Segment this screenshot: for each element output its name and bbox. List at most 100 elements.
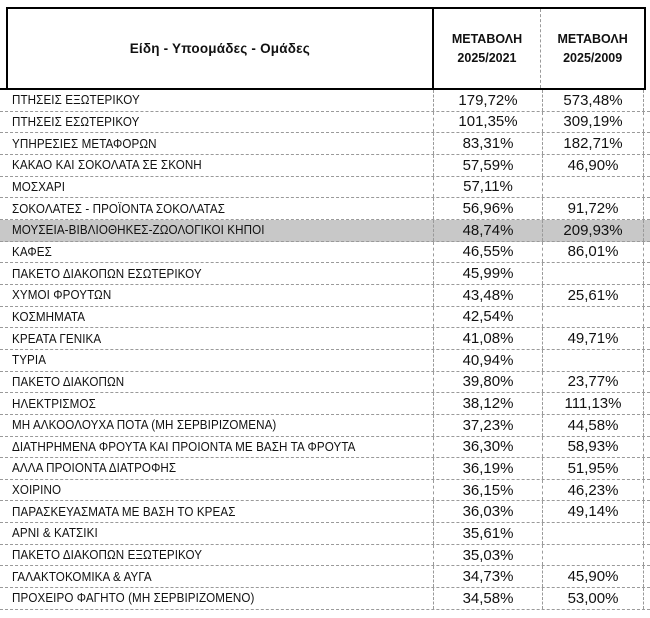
item-name-cell[interactable]: ΣΟΚΟΛΑΤΕΣ - ΠΡΟΪΟΝΤΑ ΣΟΚΟΛΑΤΑΣ — [0, 198, 433, 219]
change-2025-2009-cell[interactable]: 91,72% — [542, 198, 644, 219]
change-2025-2009-cell[interactable]: 51,95% — [542, 458, 644, 479]
table-row[interactable]: ΚΟΣΜΗΜΑΤΑ 42,54% — [0, 306, 650, 329]
change-2025-2009-cell[interactable] — [542, 523, 644, 544]
change-2025-2009-cell[interactable]: 49,14% — [542, 501, 644, 523]
table-row[interactable]: ΤΥΡΙΑ 40,94% — [0, 349, 650, 372]
change-2025-2021-cell[interactable]: 36,15% — [433, 479, 542, 501]
change-2025-2009-cell[interactable] — [542, 349, 644, 371]
change-2025-2021-cell[interactable]: 38,12% — [433, 393, 542, 414]
change-2025-2021-cell[interactable]: 179,72% — [433, 90, 542, 111]
change-2025-2009-cell[interactable] — [542, 176, 644, 198]
change-2025-2021-cell[interactable]: 57,59% — [433, 154, 542, 176]
change-2025-2009-cell[interactable]: 111,13% — [542, 393, 644, 414]
item-name-cell[interactable]: ΠΤΗΣΕΙΣ ΕΞΩΤΕΡΙΚΟΥ — [0, 90, 433, 111]
table-row[interactable]: ΠΡΟΧΕΙΡΟ ΦΑΓΗΤΟ (ΜΗ ΣΕΡΒΙΡΙΖΟΜΕΝΟ) 34,58%… — [0, 588, 650, 610]
table-row[interactable]: ΜΟΥΣΕΙΑ-ΒΙΒΛΙΟΘΗΚΕΣ-ΖΩΟΛΟΓΙΚΟΙ ΚΗΠΟΙ 48,7… — [0, 219, 650, 242]
change-2025-2021-cell[interactable]: 48,74% — [433, 219, 542, 241]
table-row[interactable]: ΚΡΕΑΤΑ ΓΕΝΙΚΑ 41,08% 49,71% — [0, 328, 650, 350]
table-row[interactable]: ΔΙΑΤΗΡΗΜΕΝΑ ΦΡΟΥΤΑ ΚΑΙ ΠΡΟΙΟΝΤΑ ΜΕ ΒΑΣΗ … — [0, 436, 650, 459]
item-name-cell[interactable]: ΜΟΣΧΑΡΙ — [0, 177, 433, 198]
change-2025-2021-cell[interactable]: 45,99% — [433, 263, 542, 284]
table-row[interactable]: ΑΡΝΙ & ΚΑΤΣΙΚΙ 35,61% — [0, 523, 650, 545]
item-name-cell[interactable]: ΓΑΛΑΚΤΟΚΟΜΙΚΑ & ΑΥΓΑ — [0, 566, 433, 587]
change-2025-2021-cell[interactable]: 35,03% — [433, 544, 542, 566]
table-row[interactable]: ΥΠΗΡΕΣΙΕΣ ΜΕΤΑΦΟΡΩΝ 83,31% 182,71% — [0, 133, 650, 155]
change-2025-2021-cell[interactable]: 41,08% — [433, 328, 542, 349]
item-name-cell[interactable]: ΑΛΛΑ ΠΡΟΙΟΝΤΑ ΔΙΑΤΡΟΦΗΣ — [0, 458, 433, 479]
change-2025-2021-cell[interactable]: 39,80% — [433, 371, 542, 393]
table-row[interactable]: ΓΑΛΑΚΤΟΚΟΜΙΚΑ & ΑΥΓΑ 34,73% 45,90% — [0, 566, 650, 589]
table-row[interactable]: ΠΑΚΕΤΟ ΔΙΑΚΟΠΩΝ ΕΣΩΤΕΡΙΚΟΥ 45,99% — [0, 263, 650, 285]
table-row[interactable]: ΠΤΗΣΕΙΣ ΕΣΩΤΕΡΙΚΟΥ 101,35% 309,19% — [0, 111, 650, 134]
table-row[interactable]: ΚΑΚΑΟ ΚΑΙ ΣΟΚΟΛΑΤΑ ΣΕ ΣΚΟΝΗ 57,59% 46,90% — [0, 154, 650, 177]
change-2025-2009-cell[interactable]: 58,93% — [542, 436, 644, 458]
item-name-cell[interactable]: ΤΥΡΙΑ — [0, 350, 433, 371]
table-row[interactable]: ΠΑΚΕΤΟ ΔΙΑΚΟΠΩΝ 39,80% 23,77% — [0, 371, 650, 394]
change-2025-2009-cell[interactable]: 209,93% — [542, 219, 644, 241]
change-2025-2021-cell[interactable]: 101,35% — [433, 111, 542, 133]
item-name-cell[interactable]: ΑΡΝΙ & ΚΑΤΣΙΚΙ — [0, 523, 433, 544]
change-2025-2009-cell[interactable]: 25,61% — [542, 284, 644, 306]
table-row[interactable]: ΗΛΕΚΤΡΙΣΜΟΣ 38,12% 111,13% — [0, 393, 650, 415]
item-name-cell[interactable]: ΜΟΥΣΕΙΑ-ΒΙΒΛΙΟΘΗΚΕΣ-ΖΩΟΛΟΓΙΚΟΙ ΚΗΠΟΙ — [0, 220, 433, 241]
change-2025-2009-cell[interactable] — [542, 544, 644, 566]
item-name-cell[interactable]: ΚΟΣΜΗΜΑΤΑ — [0, 307, 433, 328]
change-2025-2021-cell[interactable]: 57,11% — [433, 176, 542, 198]
column-header-change-2025-2021[interactable]: ΜΕΤΑΒΟΛΗ 2025/2021 — [431, 9, 541, 88]
item-name-cell[interactable]: ΧΟΙΡΙΝΟ — [0, 480, 433, 501]
item-name-cell[interactable]: ΔΙΑΤΗΡΗΜΕΝΑ ΦΡΟΥΤΑ ΚΑΙ ΠΡΟΙΟΝΤΑ ΜΕ ΒΑΣΗ … — [0, 437, 433, 458]
table-row[interactable]: ΣΟΚΟΛΑΤΕΣ - ΠΡΟΪΟΝΤΑ ΣΟΚΟΛΑΤΑΣ 56,96% 91,7… — [0, 198, 650, 220]
item-name-cell[interactable]: ΧΥΜΟΙ ΦΡΟΥΤΩΝ — [0, 285, 433, 306]
item-name-cell[interactable]: ΗΛΕΚΤΡΙΣΜΟΣ — [0, 393, 433, 414]
row-edge-stub — [644, 263, 650, 284]
table-row[interactable]: ΚΑΦΕΣ 46,55% 86,01% — [0, 241, 650, 264]
item-name-cell[interactable]: ΠΡΟΧΕΙΡΟ ΦΑΓΗΤΟ (ΜΗ ΣΕΡΒΙΡΙΖΟΜΕΝΟ) — [0, 588, 433, 609]
change-2025-2021-cell[interactable]: 40,94% — [433, 349, 542, 371]
table-row[interactable]: ΜΟΣΧΑΡΙ 57,11% — [0, 176, 650, 199]
change-2025-2009-cell[interactable]: 46,90% — [542, 154, 644, 176]
change-2025-2021-cell[interactable]: 34,58% — [433, 588, 542, 609]
change-2025-2021-cell[interactable]: 43,48% — [433, 284, 542, 306]
item-name-cell[interactable]: ΚΑΚΑΟ ΚΑΙ ΣΟΚΟΛΑΤΑ ΣΕ ΣΚΟΝΗ — [0, 155, 433, 176]
change-2025-2021-cell[interactable]: 46,55% — [433, 241, 542, 263]
change-2025-2009-cell[interactable]: 44,58% — [542, 414, 644, 436]
change-2025-2009-cell[interactable] — [542, 306, 644, 328]
item-name-cell[interactable]: ΚΡΕΑΤΑ ΓΕΝΙΚΑ — [0, 328, 433, 349]
item-name-cell[interactable]: ΥΠΗΡΕΣΙΕΣ ΜΕΤΑΦΟΡΩΝ — [0, 133, 433, 154]
table-row[interactable]: ΧΟΙΡΙΝΟ 36,15% 46,23% — [0, 479, 650, 502]
column-header-change-2025-2009[interactable]: ΜΕΤΑΒΟΛΗ 2025/2009 — [540, 9, 644, 88]
change-2025-2009-cell[interactable] — [542, 263, 644, 284]
item-name-cell[interactable]: ΜΗ ΑΛΚΟΟΛΟΥΧΑ ΠΟΤΑ (ΜΗ ΣΕΡΒΙΡΙΖΟΜΕΝΑ) — [0, 415, 433, 436]
change-2025-2021-cell[interactable]: 36,19% — [433, 458, 542, 479]
change-2025-2009-cell[interactable]: 573,48% — [542, 90, 644, 111]
change-2025-2009-cell[interactable]: 49,71% — [542, 328, 644, 349]
change-2025-2021-cell[interactable]: 34,73% — [433, 566, 542, 588]
change-2025-2021-cell[interactable]: 36,03% — [433, 501, 542, 523]
table-row[interactable]: ΠΑΡΑΣΚΕΥΑΣΜΑΤΑ ΜΕ ΒΑΣΗ ΤΟ ΚΡΕΑΣ 36,03% 49,… — [0, 501, 650, 524]
column-header-items[interactable]: Είδη - Υποομάδες - Ομάδες — [129, 41, 310, 56]
change-2025-2021-cell[interactable]: 36,30% — [433, 436, 542, 458]
item-name-cell[interactable]: ΠΑΚΕΤΟ ΔΙΑΚΟΠΩΝ ΕΞΩΤΕΡΙΚΟΥ — [0, 545, 433, 566]
item-name-cell[interactable]: ΠΑΚΕΤΟ ΔΙΑΚΟΠΩΝ ΕΣΩΤΕΡΙΚΟΥ — [0, 263, 433, 284]
change-2025-2021-cell[interactable]: 83,31% — [433, 133, 542, 154]
change-2025-2009-cell[interactable]: 46,23% — [542, 479, 644, 501]
table-row[interactable]: ΠΑΚΕΤΟ ΔΙΑΚΟΠΩΝ ΕΞΩΤΕΡΙΚΟΥ 35,03% — [0, 544, 650, 567]
table-row[interactable]: ΑΛΛΑ ΠΡΟΙΟΝΤΑ ΔΙΑΤΡΟΦΗΣ 36,19% 51,95% — [0, 458, 650, 480]
change-2025-2009-cell[interactable]: 23,77% — [542, 371, 644, 393]
change-2025-2021-cell[interactable]: 35,61% — [433, 523, 542, 544]
change-2025-2009-cell[interactable]: 45,90% — [542, 566, 644, 588]
change-2025-2009-cell[interactable]: 309,19% — [542, 111, 644, 133]
change-2025-2009-cell[interactable]: 182,71% — [542, 133, 644, 154]
change-2025-2009-cell[interactable]: 53,00% — [542, 588, 644, 609]
change-2025-2009-cell[interactable]: 86,01% — [542, 241, 644, 263]
item-name-cell[interactable]: ΠΤΗΣΕΙΣ ΕΣΩΤΕΡΙΚΟΥ — [0, 112, 433, 133]
table-row[interactable]: ΜΗ ΑΛΚΟΟΛΟΥΧΑ ΠΟΤΑ (ΜΗ ΣΕΡΒΙΡΙΖΟΜΕΝΑ) 37,… — [0, 414, 650, 437]
item-name-cell[interactable]: ΚΑΦΕΣ — [0, 242, 433, 263]
table-row[interactable]: ΠΤΗΣΕΙΣ ΕΞΩΤΕΡΙΚΟΥ 179,72% 573,48% — [0, 90, 650, 112]
change-2025-2021-cell[interactable]: 37,23% — [433, 414, 542, 436]
item-name-cell[interactable]: ΠΑΚΕΤΟ ΔΙΑΚΟΠΩΝ — [0, 372, 433, 393]
table-row[interactable]: ΧΥΜΟΙ ΦΡΟΥΤΩΝ 43,48% 25,61% — [0, 284, 650, 307]
item-name-cell[interactable]: ΠΑΡΑΣΚΕΥΑΣΜΑΤΑ ΜΕ ΒΑΣΗ ΤΟ ΚΡΕΑΣ — [0, 501, 433, 522]
change-2025-2021-cell[interactable]: 56,96% — [433, 198, 542, 219]
change-2025-2021-cell[interactable]: 42,54% — [433, 306, 542, 328]
